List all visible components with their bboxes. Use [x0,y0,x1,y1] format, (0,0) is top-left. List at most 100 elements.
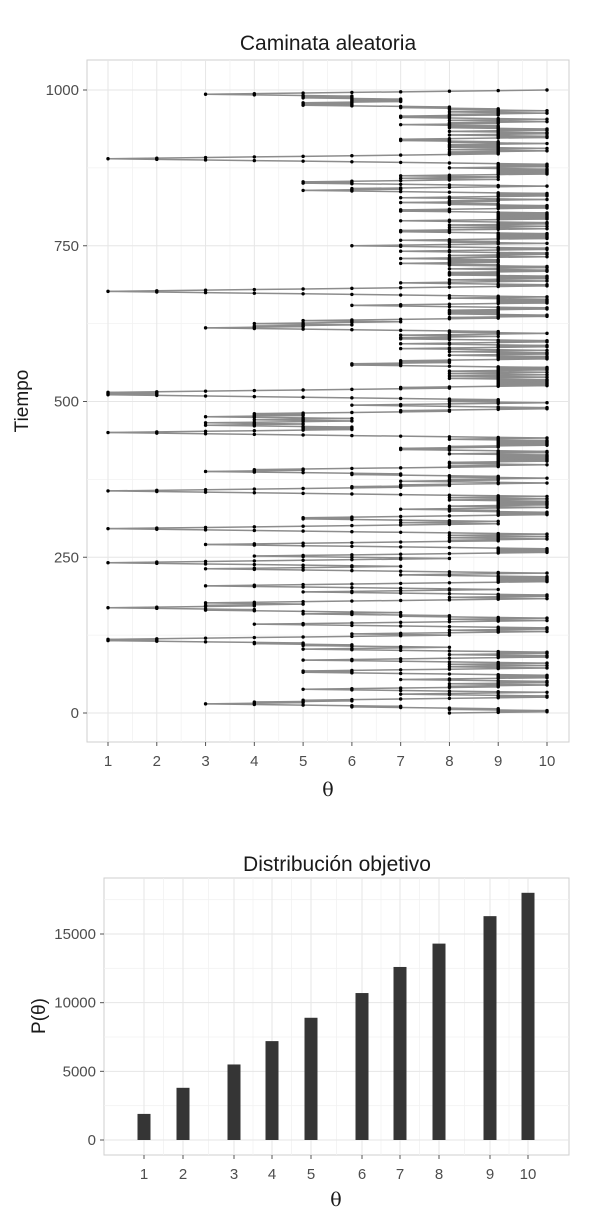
walk-point [545,534,549,539]
walk-step-segment [449,338,499,341]
walk-point [398,624,403,628]
walk-step-segment [449,282,499,285]
walk-step-segment [498,162,548,165]
walk-point [398,249,403,253]
walk-point [350,632,354,636]
walk-point [252,607,257,612]
walk-point [350,492,354,496]
walk-point [496,161,500,166]
dist-bar [521,892,535,1140]
walk-step-segment [351,611,401,614]
walk-step-segment [351,698,401,701]
walk-point [350,646,354,651]
walk-step-segment [205,641,255,644]
walk-point [301,612,305,616]
walk-point [398,122,403,127]
walk-point [545,203,549,208]
dist-bar [355,993,369,1140]
walk-point [545,306,549,310]
walk-point [398,359,403,363]
walk-step-segment [254,471,304,474]
walk-step-segment [449,436,499,439]
walk-step-segment [303,516,352,519]
walk-step-segment [449,343,499,346]
walk-point [350,292,354,297]
walk-step-segment [303,180,352,183]
walk-point [350,697,354,702]
walk-point [447,285,452,289]
walk-step-segment [449,682,499,685]
walk-point [155,637,159,641]
walk-point [447,493,452,497]
walk-step-segment [107,606,157,609]
walk-point [496,107,500,111]
walk-point [447,408,452,412]
walk-step-segment [449,571,499,574]
walk-point [496,334,500,339]
walk-point [545,231,549,236]
walk-point [447,514,452,518]
walk-point [447,195,452,199]
walk-point [155,390,159,394]
walk-step-segment [205,288,255,291]
walk-point [496,282,500,286]
walk-step-segment [449,369,499,372]
walk-point [447,302,452,306]
walk-point [350,623,354,628]
walk-step-segment [156,528,206,531]
walk-step-segment [449,697,499,700]
walk-point [545,575,549,579]
walk-step-segment [498,463,548,466]
walk-point [398,688,403,693]
walk-step-segment [449,662,499,666]
walk-step-segment [449,117,499,120]
walk-step-segment [498,211,548,214]
walk-step-segment [400,631,450,635]
walk-lines [107,89,548,714]
walk-step-segment [449,330,499,333]
walk-point [398,90,403,94]
walk-point [447,598,452,602]
walk-step-segment [498,497,548,500]
walk-step-segment [400,329,450,332]
walk-point [106,606,110,610]
walk-step-segment [351,591,401,594]
walk-step-segment [254,583,304,586]
walk-step-segment [400,123,450,126]
walk-step-segment [449,581,499,584]
walk-point [398,335,403,340]
walk-point [398,317,403,322]
walk-step-segment [449,481,499,484]
walk-point [252,528,257,533]
walk-step-segment [498,666,548,669]
walk-step-segment [449,650,499,653]
walk-point [545,616,549,620]
walk-point [350,686,354,691]
walk-point [398,186,403,190]
walk-point [301,647,305,651]
walk-point [350,433,354,438]
walk-point [398,581,403,586]
walk-point [301,621,305,626]
walk-point [447,397,452,401]
walk-step-segment [449,498,499,501]
walk-step-segment [400,238,450,242]
walk-step-segment [449,596,499,599]
walk-step-segment [449,218,499,221]
dist-bar [304,1017,318,1140]
walk-step-segment [498,510,548,513]
walk-point [203,603,208,608]
walk-point [398,446,403,451]
walk-point [545,532,549,536]
walk-step-segment [254,155,304,158]
walk-step-segment [449,522,499,525]
walk-point [447,353,452,357]
walk-step-segment [205,603,255,607]
walk-step-segment [449,119,499,122]
walk-step-segment [254,324,304,327]
walk-step-segment [449,238,499,241]
walk-x-tick-label: 9 [494,753,502,770]
walk-point [203,528,208,532]
walk-step-segment [254,429,304,432]
random-walk-chart: Caminata aleatoria 1 2 3 4 5 6 7 8 9 10 0 250 500 750… [12,32,570,800]
